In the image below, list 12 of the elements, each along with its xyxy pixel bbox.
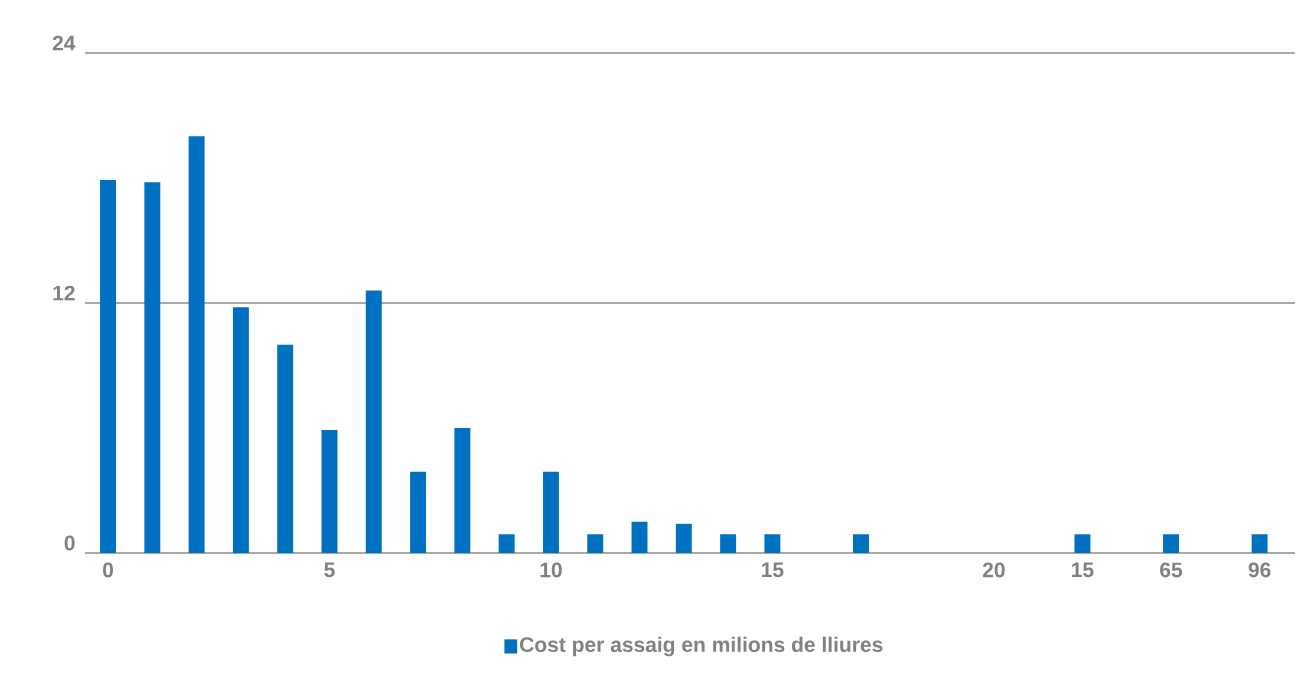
y-tick-label: 24 <box>52 35 76 51</box>
x-tick-label: 15 <box>1072 562 1094 578</box>
x-tick-label: 10 <box>540 562 562 578</box>
x-tick-label: 20 <box>982 562 1005 578</box>
x-tick-label: 96 <box>1248 562 1271 578</box>
x-tick-label: 5 <box>324 562 335 578</box>
legend-label: Cost per assaig en milions de lliures <box>520 636 883 657</box>
x-tick-label: 15 <box>762 562 784 578</box>
y-tick-label: 0 <box>64 535 75 551</box>
x-tick-label: 65 <box>1160 562 1183 578</box>
x-tick-label: 0 <box>103 562 114 578</box>
y-tick-label: 12 <box>53 285 75 301</box>
